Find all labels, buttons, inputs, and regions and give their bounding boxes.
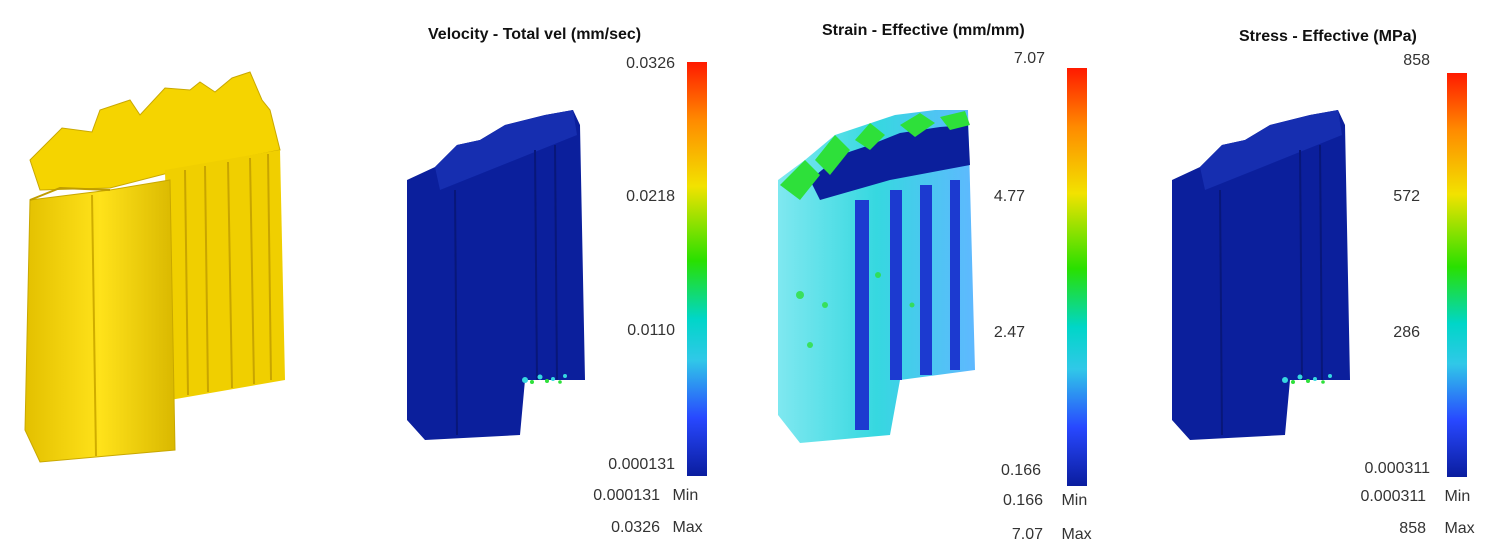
stress-min-row: 0.000311 Min bbox=[1330, 488, 1470, 506]
velocity-color-bar bbox=[687, 62, 707, 476]
strain-min-row: 0.166 Min bbox=[975, 492, 1087, 510]
velocity-tick-max: 0.0326 bbox=[626, 55, 675, 72]
strain-min-value: 0.166 bbox=[1002, 492, 1043, 509]
stress-max-row: 858 Max bbox=[1330, 520, 1475, 538]
velocity-tick-min: 0.000131 bbox=[608, 456, 675, 473]
stress-min-label: Min bbox=[1444, 488, 1471, 505]
velocity-max-value: 0.0326 bbox=[611, 519, 660, 536]
velocity-min-label: Min bbox=[672, 487, 699, 504]
undeformed-part-model bbox=[24, 71, 285, 463]
stress-contour-model bbox=[1172, 110, 1350, 440]
velocity-max-label: Max bbox=[672, 519, 703, 536]
stress-tick-2: 572 bbox=[1393, 188, 1420, 205]
strain-min-label: Min bbox=[1061, 492, 1088, 509]
stress-color-bar bbox=[1447, 73, 1467, 477]
stress-max-label: Max bbox=[1444, 520, 1475, 537]
strain-color-bar bbox=[1067, 68, 1087, 486]
velocity-tick-3: 0.0110 bbox=[627, 322, 675, 339]
velocity-min-row: 0.000131 Min bbox=[570, 487, 698, 505]
stress-max-value: 858 bbox=[1399, 520, 1426, 537]
strain-tick-max: 7.07 bbox=[1013, 50, 1045, 67]
strain-tick-min: 0.166 bbox=[1000, 462, 1041, 479]
strain-tick-2: 4.77 bbox=[993, 188, 1025, 205]
velocity-max-row: 0.0326 Max bbox=[570, 519, 703, 537]
velocity-contour-model bbox=[407, 110, 585, 440]
stress-tick-3: 286 bbox=[1393, 324, 1420, 341]
velocity-min-value: 0.000131 bbox=[593, 487, 660, 504]
strain-max-value: 7.07 bbox=[1011, 526, 1043, 543]
stress-tick-max: 858 bbox=[1403, 52, 1430, 69]
velocity-tick-2: 0.0218 bbox=[626, 188, 675, 205]
strain-max-row: 7.07 Max bbox=[975, 526, 1092, 544]
strain-tick-3: 2.47 bbox=[993, 324, 1025, 341]
stress-legend-title: Stress - Effective (MPa) bbox=[1239, 28, 1417, 45]
strain-legend-title: Strain - Effective (mm/mm) bbox=[822, 22, 1025, 39]
stress-tick-min: 0.000311 bbox=[1364, 460, 1430, 477]
stress-min-value: 0.000311 bbox=[1360, 488, 1426, 505]
strain-max-label: Max bbox=[1061, 526, 1092, 543]
strain-contour-model bbox=[778, 110, 975, 443]
velocity-legend-title: Velocity - Total vel (mm/sec) bbox=[428, 26, 642, 43]
